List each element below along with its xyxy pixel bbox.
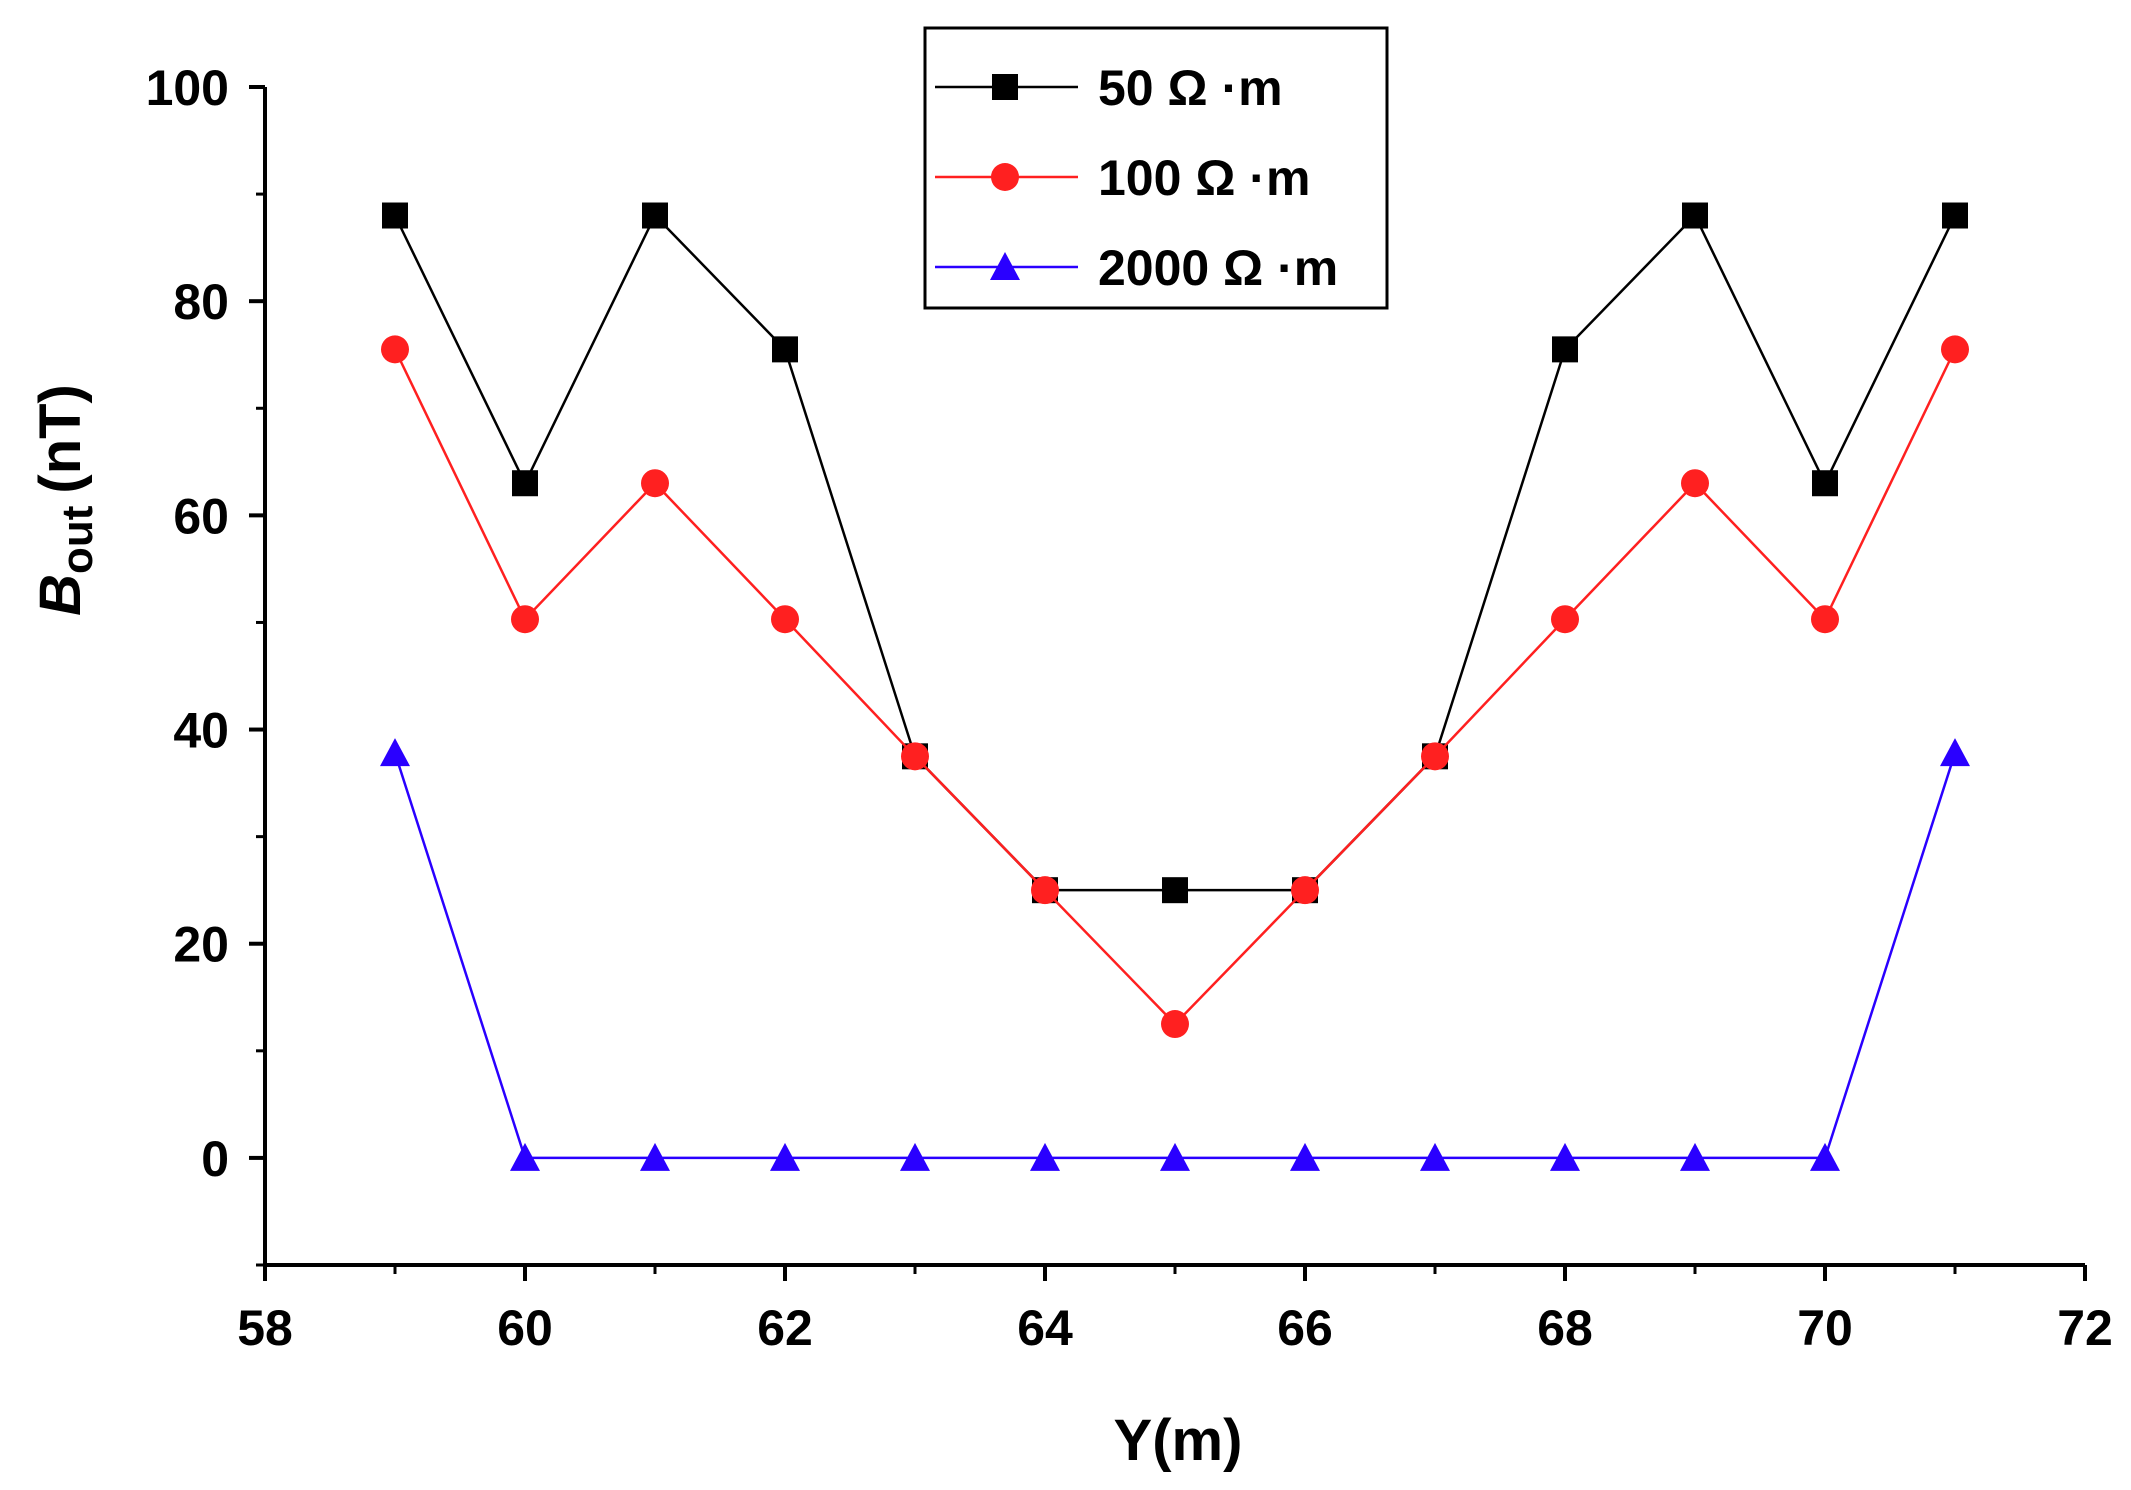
y-tick-label: 80 <box>173 274 229 330</box>
y-tick-label: 20 <box>173 917 229 973</box>
marker-circle <box>1421 742 1449 771</box>
marker-triangle <box>1940 738 1970 767</box>
legend-label: 2000 Ω ·m <box>1098 240 1338 296</box>
marker-square <box>382 202 408 229</box>
legend: 50 Ω ·m 100 Ω ·m 2000 Ω ·m <box>923 26 1389 310</box>
marker-circle <box>641 469 669 498</box>
x-tick-label: 68 <box>1537 1300 1593 1356</box>
y-tick-label: 40 <box>173 703 229 759</box>
legend-label: 50 Ω ·m <box>1098 60 1283 116</box>
marker-square <box>512 470 538 497</box>
marker-triangle <box>510 1142 540 1171</box>
x-tick-label: 70 <box>1797 1300 1853 1356</box>
y-axis-title-sub: out <box>53 505 102 574</box>
x-axis: 58 60 62 64 66 68 70 72 <box>237 1263 2113 1356</box>
marker-circle <box>1291 876 1319 905</box>
y-axis-title-main: B <box>28 574 93 616</box>
marker-circle <box>1681 469 1709 498</box>
series-line <box>393 752 1957 1160</box>
marker-circle <box>1941 335 1969 364</box>
marker-square <box>992 74 1018 100</box>
marker-square <box>642 202 668 229</box>
y-tick-label: 0 <box>201 1131 229 1187</box>
marker-circle <box>1031 876 1059 905</box>
x-tick-label: 64 <box>1017 1300 1073 1356</box>
x-tick-label: 72 <box>2057 1300 2113 1356</box>
marker-circle <box>1811 605 1839 634</box>
y-axis-title: Bout (nT) <box>28 384 102 616</box>
series-1 <box>381 335 1969 1039</box>
marker-square <box>1942 202 1968 229</box>
marker-circle <box>991 163 1019 191</box>
x-tick-label: 62 <box>757 1300 813 1356</box>
marker-square <box>1812 470 1838 497</box>
marker-circle <box>901 742 929 771</box>
x-tick-label: 60 <box>497 1300 553 1356</box>
y-tick-label: 100 <box>146 60 229 116</box>
marker-triangle <box>1420 1142 1450 1171</box>
series-layer <box>380 202 1970 1171</box>
marker-circle <box>381 335 409 364</box>
marker-triangle <box>1680 1142 1710 1171</box>
series-line <box>393 213 1957 892</box>
x-axis-title: Y(m) <box>1114 1408 1243 1473</box>
marker-circle <box>1551 605 1579 634</box>
marker-triangle <box>380 738 410 767</box>
y-tick-label: 60 <box>173 488 229 544</box>
marker-circle <box>771 605 799 634</box>
marker-square <box>772 336 798 363</box>
marker-triangle <box>640 1142 670 1171</box>
marker-triangle <box>1290 1142 1320 1171</box>
marker-triangle <box>1030 1142 1060 1171</box>
series-line <box>393 348 1957 1026</box>
x-tick-label: 58 <box>237 1300 293 1356</box>
marker-triangle <box>770 1142 800 1171</box>
marker-circle <box>511 605 539 634</box>
marker-triangle <box>1160 1142 1190 1171</box>
y-axis-title-unit: (nT) <box>28 384 93 494</box>
x-tick-label: 66 <box>1277 1300 1333 1356</box>
marker-square <box>1162 877 1188 904</box>
marker-square <box>1682 202 1708 229</box>
marker-triangle <box>1810 1142 1840 1171</box>
marker-triangle <box>990 252 1020 280</box>
legend-label: 100 Ω ·m <box>1098 150 1310 206</box>
marker-triangle <box>900 1142 930 1171</box>
marker-square <box>1552 336 1578 363</box>
series-2 <box>380 738 1970 1171</box>
y-axis: 0 20 40 60 80 100 <box>146 60 267 1267</box>
marker-circle <box>1161 1010 1189 1039</box>
marker-triangle <box>1550 1142 1580 1171</box>
